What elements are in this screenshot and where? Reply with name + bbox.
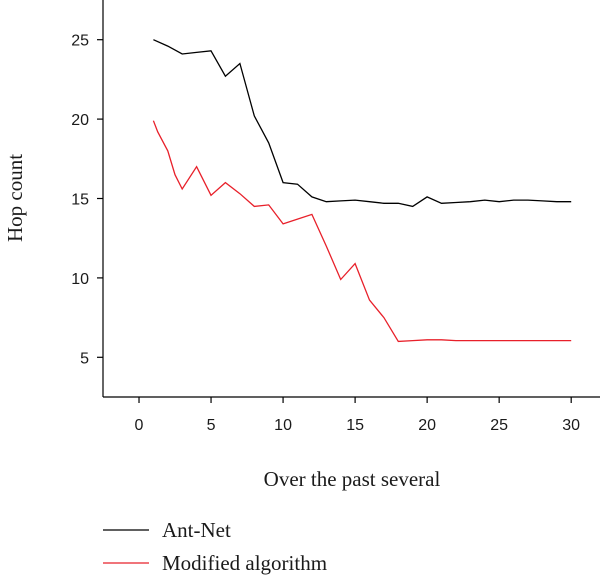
legend-label-modified-algorithm: Modified algorithm (162, 551, 327, 575)
x-tick-label: 25 (490, 417, 508, 434)
series-lines (152, 39, 572, 343)
y-tick-label: 15 (71, 192, 89, 209)
x-tick-label: 0 (135, 417, 144, 434)
y-ticks: 5 10 15 20 25 (71, 33, 103, 367)
x-tick-label: 30 (562, 417, 580, 434)
x-tick-label: 5 (207, 417, 216, 434)
series-line-ant-net (153, 39, 572, 208)
plot-area: 5 10 15 20 25 0 5 10 15 20 25 30 (71, 0, 600, 434)
x-tick-label: 10 (274, 417, 292, 434)
series-line-modified-algorithm (152, 120, 572, 343)
x-ticks: 0 5 10 15 20 25 30 (135, 397, 580, 434)
y-axis-title: Hop count (3, 154, 27, 242)
x-axis-title: Over the past several (264, 467, 441, 491)
legend-label-ant-net: Ant-Net (162, 518, 231, 542)
x-tick-label: 15 (346, 417, 364, 434)
y-tick-label: 25 (71, 33, 89, 50)
y-tick-label: 20 (71, 112, 89, 129)
y-tick-label: 10 (71, 271, 89, 288)
legend: Ant-Net Modified algorithm (103, 518, 327, 575)
y-tick-label: 5 (80, 350, 89, 367)
x-tick-label: 20 (418, 417, 436, 434)
